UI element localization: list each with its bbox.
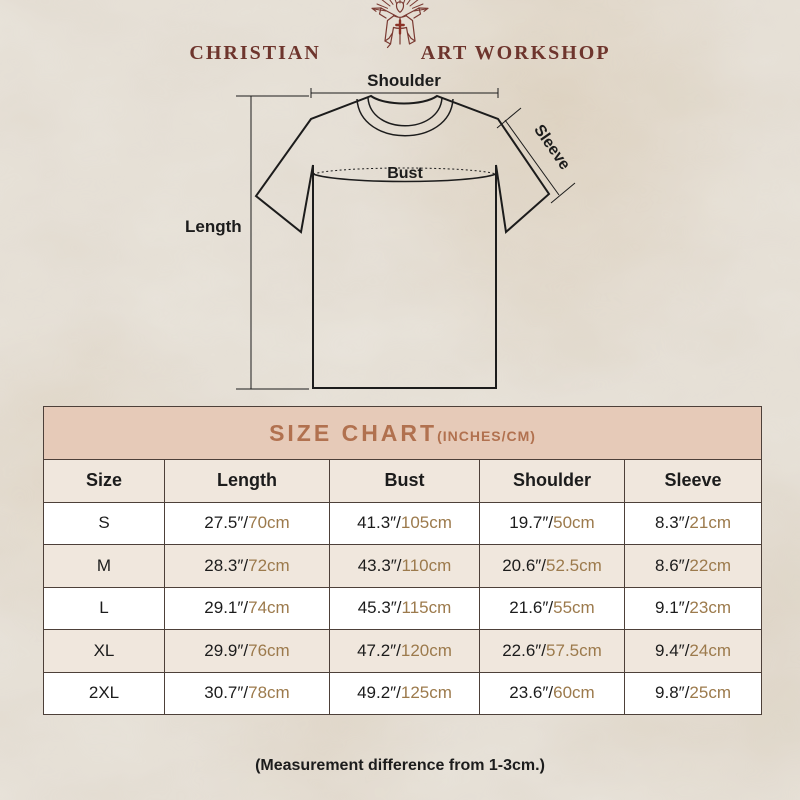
svg-text:Bust: Bust <box>387 165 423 182</box>
svg-text:Sleeve: Sleeve <box>530 122 573 173</box>
svg-text:Shoulder: Shoulder <box>367 71 441 90</box>
svg-text:Length: Length <box>185 217 242 236</box>
